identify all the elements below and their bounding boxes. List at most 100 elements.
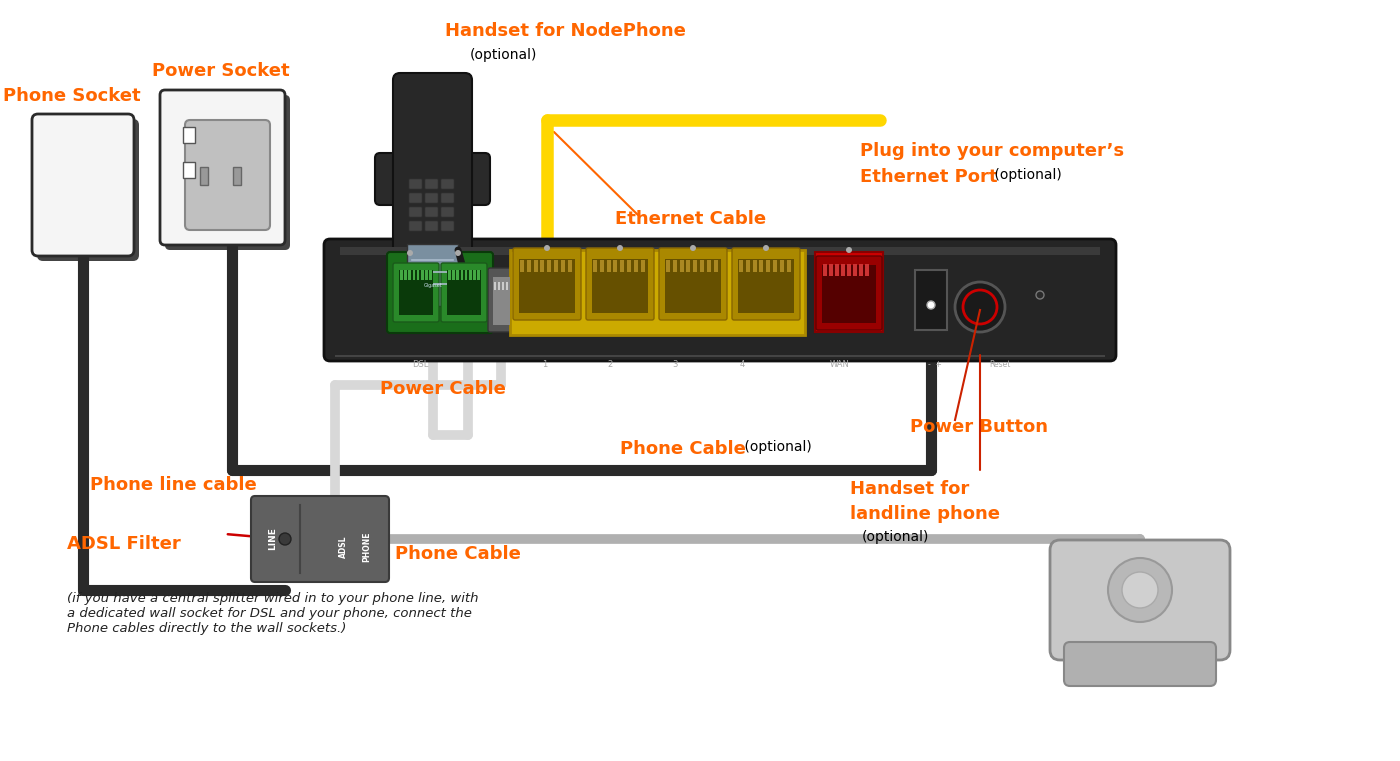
Bar bbox=[421, 270, 423, 280]
Bar bbox=[594, 260, 596, 272]
FancyBboxPatch shape bbox=[409, 207, 421, 217]
Circle shape bbox=[407, 250, 413, 256]
Bar bbox=[641, 260, 644, 272]
Bar bbox=[493, 277, 510, 325]
Bar bbox=[465, 270, 468, 280]
Bar bbox=[505, 282, 508, 290]
Text: landline phone: landline phone bbox=[850, 505, 1000, 523]
Circle shape bbox=[1121, 572, 1158, 608]
Text: Handset for: Handset for bbox=[850, 480, 969, 498]
Text: Phone Cable: Phone Cable bbox=[620, 440, 746, 458]
FancyBboxPatch shape bbox=[426, 207, 438, 217]
Bar bbox=[400, 270, 403, 280]
FancyBboxPatch shape bbox=[489, 268, 515, 332]
Bar bbox=[447, 270, 482, 315]
Bar bbox=[853, 264, 857, 276]
Bar bbox=[477, 270, 480, 280]
FancyBboxPatch shape bbox=[512, 248, 581, 320]
FancyBboxPatch shape bbox=[375, 153, 490, 205]
Text: ADSL: ADSL bbox=[339, 536, 347, 559]
Bar bbox=[739, 260, 743, 272]
Text: ADSL Filter: ADSL Filter bbox=[67, 535, 181, 553]
Bar bbox=[469, 270, 472, 280]
Bar bbox=[426, 270, 428, 280]
Bar bbox=[714, 260, 718, 272]
Bar bbox=[766, 260, 770, 272]
FancyBboxPatch shape bbox=[386, 252, 493, 333]
FancyBboxPatch shape bbox=[407, 244, 458, 306]
Bar bbox=[620, 260, 624, 272]
Bar bbox=[707, 260, 711, 272]
Circle shape bbox=[545, 245, 550, 251]
Text: (optional): (optional) bbox=[741, 440, 812, 454]
Bar bbox=[503, 282, 504, 290]
FancyBboxPatch shape bbox=[160, 90, 286, 245]
FancyBboxPatch shape bbox=[816, 256, 882, 330]
Bar bbox=[823, 264, 827, 276]
FancyBboxPatch shape bbox=[165, 95, 290, 250]
Text: (optional): (optional) bbox=[470, 48, 538, 62]
FancyBboxPatch shape bbox=[510, 250, 805, 335]
Bar bbox=[865, 264, 869, 276]
Bar bbox=[498, 282, 500, 290]
Bar bbox=[693, 260, 697, 272]
FancyBboxPatch shape bbox=[441, 179, 454, 189]
Text: 1: 1 bbox=[542, 360, 547, 369]
Bar bbox=[417, 270, 420, 280]
FancyBboxPatch shape bbox=[441, 193, 454, 203]
FancyBboxPatch shape bbox=[323, 239, 1116, 361]
Bar bbox=[753, 260, 756, 272]
FancyBboxPatch shape bbox=[426, 193, 438, 203]
FancyBboxPatch shape bbox=[393, 73, 472, 262]
Bar bbox=[399, 270, 433, 315]
Text: Phone line cable: Phone line cable bbox=[90, 476, 256, 494]
FancyBboxPatch shape bbox=[426, 179, 438, 189]
Bar bbox=[592, 259, 648, 313]
Bar bbox=[567, 260, 571, 272]
Bar bbox=[554, 260, 559, 272]
Bar bbox=[841, 264, 846, 276]
Bar bbox=[519, 259, 575, 313]
Bar bbox=[183, 162, 195, 178]
Bar bbox=[547, 260, 552, 272]
Bar bbox=[519, 260, 524, 272]
Bar bbox=[780, 260, 784, 272]
Text: Reset: Reset bbox=[990, 360, 1011, 369]
Bar bbox=[673, 260, 676, 272]
Bar bbox=[822, 265, 876, 323]
FancyBboxPatch shape bbox=[340, 247, 1100, 255]
Bar bbox=[606, 260, 610, 272]
FancyBboxPatch shape bbox=[426, 221, 438, 231]
Text: WAN: WAN bbox=[830, 360, 850, 369]
Bar bbox=[787, 260, 791, 272]
Text: LINE: LINE bbox=[269, 527, 277, 550]
Circle shape bbox=[763, 245, 769, 251]
Text: DSL: DSL bbox=[412, 360, 428, 369]
Bar bbox=[627, 260, 631, 272]
Bar bbox=[634, 260, 638, 272]
Text: Plug into your computer’s: Plug into your computer’s bbox=[860, 142, 1124, 160]
Bar bbox=[461, 270, 463, 280]
Bar bbox=[335, 355, 1105, 357]
Bar bbox=[773, 260, 777, 272]
Circle shape bbox=[690, 245, 696, 251]
Bar bbox=[613, 260, 617, 272]
Bar bbox=[686, 260, 690, 272]
Bar bbox=[679, 260, 683, 272]
Text: -  +: - + bbox=[928, 360, 942, 369]
Bar bbox=[456, 270, 459, 280]
Text: (optional): (optional) bbox=[862, 530, 930, 544]
Text: Handset for NodePhone: Handset for NodePhone bbox=[445, 22, 686, 40]
FancyBboxPatch shape bbox=[32, 114, 134, 256]
FancyBboxPatch shape bbox=[36, 119, 139, 261]
FancyBboxPatch shape bbox=[409, 179, 421, 189]
Bar bbox=[666, 260, 671, 272]
Circle shape bbox=[617, 245, 623, 251]
FancyBboxPatch shape bbox=[815, 252, 883, 332]
Circle shape bbox=[1107, 558, 1172, 622]
FancyBboxPatch shape bbox=[393, 263, 440, 322]
Text: 3: 3 bbox=[672, 360, 678, 369]
Circle shape bbox=[279, 533, 291, 545]
Circle shape bbox=[455, 250, 461, 256]
FancyBboxPatch shape bbox=[587, 248, 654, 320]
